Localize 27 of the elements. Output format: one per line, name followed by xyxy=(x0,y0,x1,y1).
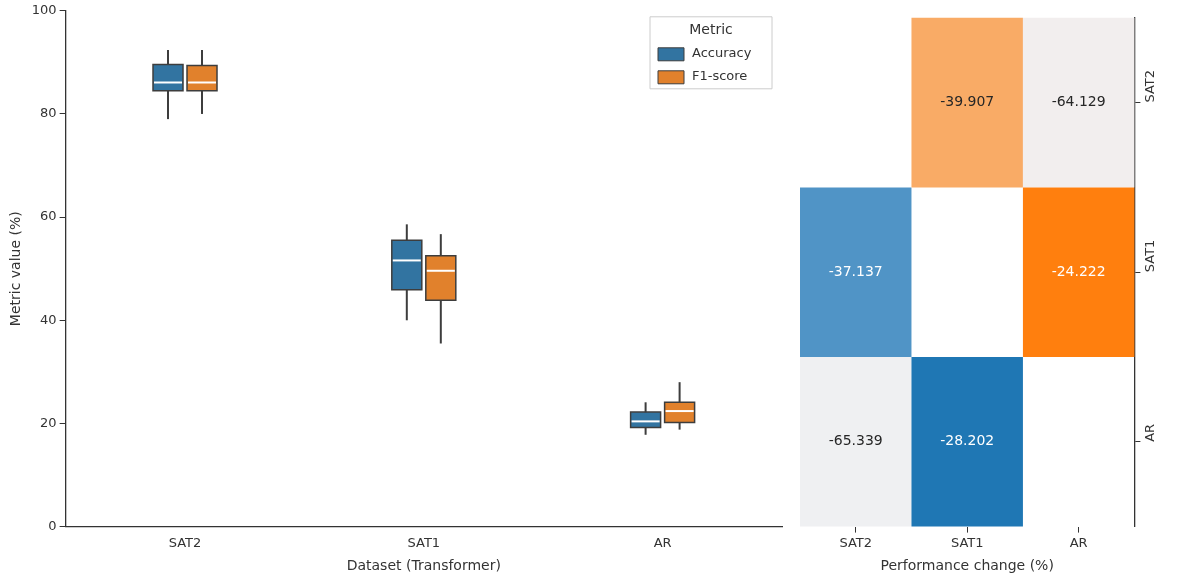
legend-title: Metric xyxy=(689,21,733,38)
y-tick-label: 20 xyxy=(40,414,57,430)
y-tick-label: 80 xyxy=(40,105,57,121)
data-label: -28.202 xyxy=(940,432,995,449)
x-tick-label: AR xyxy=(1069,534,1088,550)
y-axis-title: Metric value (%) xyxy=(7,211,24,327)
x-tick-label: AR xyxy=(653,534,672,550)
y-tick-label: 60 xyxy=(40,208,57,224)
data-label: -39.907 xyxy=(940,93,995,110)
x-tick-label: SAT2 xyxy=(168,534,202,550)
y-tick-label: SAT1 xyxy=(1141,239,1157,273)
x-tick-label: SAT1 xyxy=(407,534,441,550)
y-tick-label: 40 xyxy=(40,311,57,327)
x-axis-title: Performance change (%) xyxy=(880,557,1054,574)
legend-label: Accuracy xyxy=(692,45,752,61)
data-label: -64.129 xyxy=(1051,93,1106,110)
y-tick-label: 0 xyxy=(48,517,57,533)
y-tick-label: SAT2 xyxy=(1141,70,1157,103)
x-axis-title: Dataset (Transformer) xyxy=(346,557,501,574)
legend-label: F1-score xyxy=(692,68,748,84)
data-label: -65.339 xyxy=(828,432,883,449)
y-tick-label: AR xyxy=(1141,423,1157,442)
x-tick-label: SAT2 xyxy=(839,534,873,550)
data-label: -24.222 xyxy=(1051,262,1106,279)
data-label: -37.137 xyxy=(828,262,883,279)
x-tick-label: SAT1 xyxy=(950,534,984,550)
y-tick-label: 100 xyxy=(31,2,57,18)
